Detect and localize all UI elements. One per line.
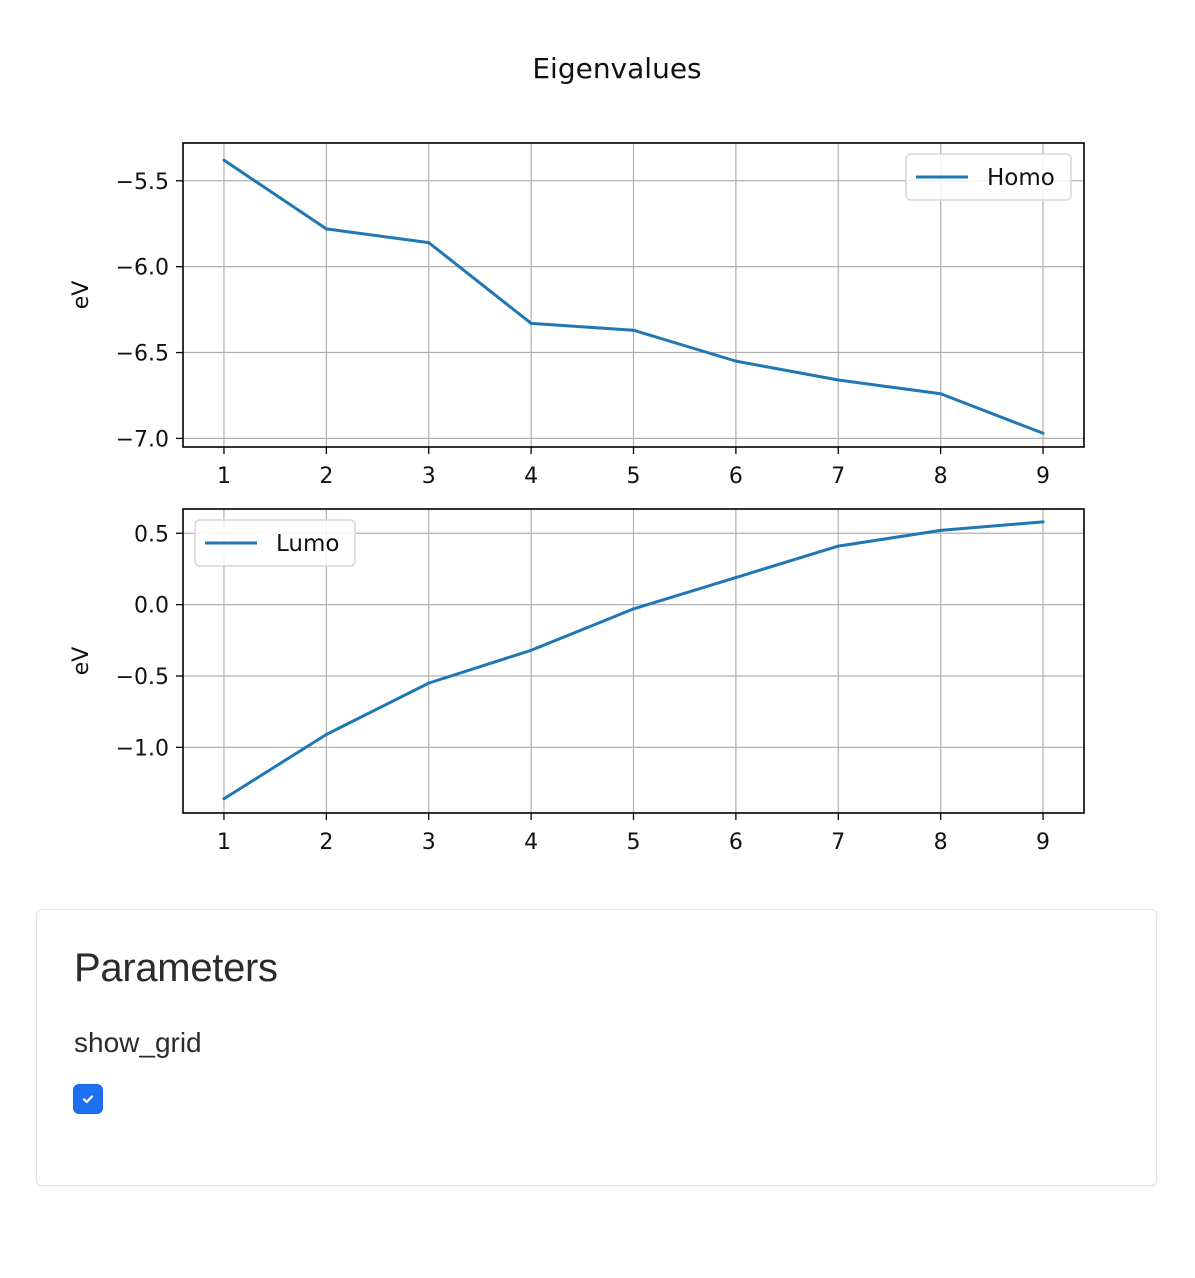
data-point <box>427 241 431 245</box>
eigenvalues-figure: Eigenvalues 1 2 3 4 5 6 7 8 9 −7.0 −6.5 −6.0 −5.5 eV H… <box>69 52 1085 855</box>
data-point <box>222 797 226 801</box>
data-point <box>427 681 431 685</box>
data-point <box>836 544 840 548</box>
y-axis-label: eV <box>69 281 94 310</box>
show-grid-checkbox[interactable] <box>73 1084 103 1114</box>
x-tick-label: 8 <box>934 464 948 489</box>
data-point <box>324 733 328 737</box>
y-axis-label: eV <box>69 647 94 676</box>
x-tick-label: 4 <box>524 830 538 855</box>
data-point <box>939 528 943 532</box>
legend: Homo <box>905 153 1072 201</box>
data-point <box>632 328 635 332</box>
plot-frame <box>182 508 1085 814</box>
x-tick-label: 6 <box>729 464 743 489</box>
data-point <box>222 158 226 162</box>
plot-frame <box>182 142 1085 448</box>
x-tick-label: 9 <box>1036 464 1050 489</box>
legend-label: Homo <box>987 165 1055 191</box>
data-point <box>324 227 328 231</box>
y-tick-label: −1.0 <box>116 736 169 761</box>
x-tick-label: 1 <box>217 464 231 489</box>
legend: Lumo <box>194 519 356 567</box>
data-point <box>734 576 738 580</box>
x-tick-label: 9 <box>1036 830 1050 855</box>
data-point <box>1041 520 1045 524</box>
parameters-panel: Parameters show_grid <box>36 909 1157 1186</box>
x-tick-label: 6 <box>729 830 743 855</box>
x-tick-label: 5 <box>627 830 641 855</box>
y-tick-label: −5.5 <box>116 170 169 195</box>
x-tick-label: 8 <box>934 830 948 855</box>
x-tick-label: 3 <box>422 464 436 489</box>
data-point <box>632 607 635 611</box>
figure-title: Eigenvalues <box>532 52 701 85</box>
x-tick-label: 5 <box>627 464 641 489</box>
lumo-subplot: 1 2 3 4 5 6 7 8 9 −1.0 −0.5 0.0 0.5 eV Lumo <box>69 508 1085 855</box>
x-tick-label: 3 <box>422 830 436 855</box>
y-tick-label: 0.0 <box>134 594 169 619</box>
y-tick-label: −7.0 <box>116 427 169 452</box>
data-point <box>1041 431 1045 435</box>
legend-box <box>905 153 1072 201</box>
legend-label: Lumo <box>276 531 339 557</box>
data-point <box>529 321 533 325</box>
x-tick-label: 2 <box>319 464 333 489</box>
x-tick-label: 7 <box>831 464 845 489</box>
data-point <box>734 359 738 363</box>
data-point <box>529 648 533 652</box>
y-tick-label: 0.5 <box>134 522 169 547</box>
x-tick-label: 7 <box>831 830 845 855</box>
y-tick-label: −6.0 <box>116 256 169 281</box>
data-point <box>939 392 943 396</box>
x-tick-label: 1 <box>217 830 231 855</box>
checkmark-icon <box>82 1095 94 1104</box>
x-tick-label: 2 <box>319 830 333 855</box>
x-tick-label: 4 <box>524 464 538 489</box>
data-point <box>836 378 840 382</box>
y-tick-label: −0.5 <box>116 665 169 690</box>
legend-box <box>194 519 356 567</box>
homo-subplot: 1 2 3 4 5 6 7 8 9 −7.0 −6.5 −6.0 −5.5 eV Homo <box>69 142 1085 489</box>
y-tick-label: −6.5 <box>116 342 169 367</box>
parameters-title: Parameters <box>74 946 278 990</box>
show-grid-label: show_grid <box>74 1027 202 1058</box>
